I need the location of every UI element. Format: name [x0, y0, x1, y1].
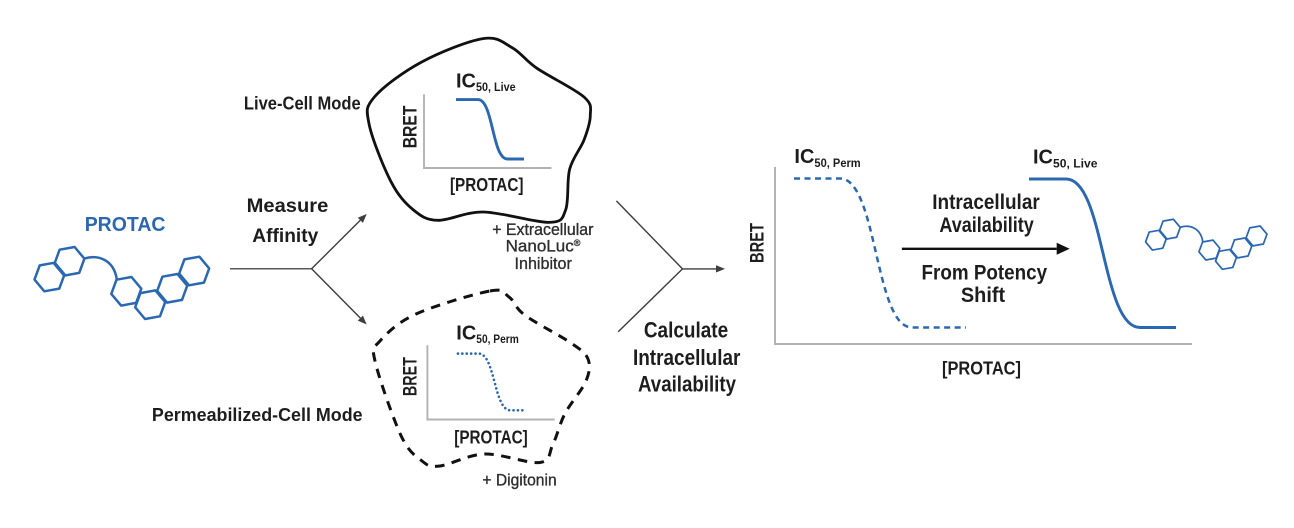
svg-text:Live-Cell Mode: Live-Cell Mode: [244, 93, 361, 113]
svg-text:From Potency: From Potency: [922, 261, 1048, 284]
svg-text:Availability: Availability: [638, 372, 737, 397]
svg-text:+ Digitonin: + Digitonin: [482, 470, 556, 489]
svg-text:[PROTAC]: [PROTAC]: [454, 428, 528, 448]
svg-text:Inhibitor: Inhibitor: [515, 254, 573, 273]
svg-text:Shift: Shift: [961, 284, 1005, 307]
svg-text:BRET: BRET: [399, 105, 421, 148]
svg-text:+ Extracellular: + Extracellular: [492, 220, 594, 239]
svg-text:Measure: Measure: [247, 196, 329, 217]
svg-text:Calculate: Calculate: [644, 318, 728, 343]
svg-text:Affinity: Affinity: [252, 226, 318, 247]
svg-text:BRET: BRET: [746, 223, 768, 263]
svg-text:Permeabilized-Cell Mode: Permeabilized-Cell Mode: [152, 405, 363, 425]
svg-text:[PROTAC]: [PROTAC]: [450, 175, 524, 195]
svg-text:BRET: BRET: [400, 357, 422, 396]
svg-text:[PROTAC]: [PROTAC]: [942, 359, 1021, 379]
svg-text:Intracellular: Intracellular: [633, 345, 741, 370]
svg-text:PROTAC: PROTAC: [85, 214, 166, 236]
svg-text:NanoLuc®: NanoLuc®: [506, 237, 581, 256]
svg-text:Intracellular: Intracellular: [932, 191, 1040, 214]
svg-text:Availability: Availability: [939, 214, 1034, 237]
